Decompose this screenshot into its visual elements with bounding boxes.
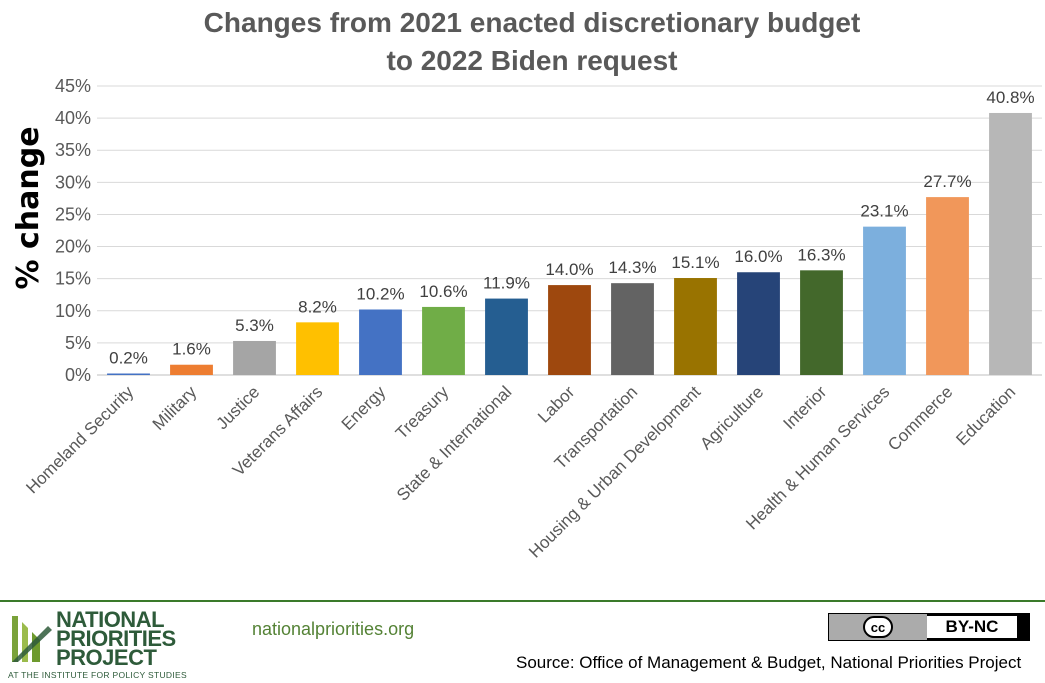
data-label: 1.6% — [172, 340, 211, 359]
cc-icon: cc — [863, 616, 893, 638]
data-label: 23.1% — [860, 202, 908, 221]
y-tick-label: 15% — [55, 269, 91, 289]
bar-chart: Changes from 2021 enacted discretionary … — [11, 7, 1042, 562]
category-label: State & International — [393, 382, 515, 504]
data-label: 27.7% — [923, 172, 971, 191]
y-tick-label: 30% — [55, 172, 91, 192]
footer-divider — [0, 600, 1045, 602]
bar — [170, 364, 213, 375]
y-tick-labels: 0% 5% 10% 15% 20% 25% 30% 35% 40% 45% — [55, 76, 91, 385]
y-tick-label: 20% — [55, 237, 91, 257]
y-tick-label: 5% — [65, 333, 91, 353]
y-tick-label: 25% — [55, 204, 91, 224]
bar — [737, 272, 780, 375]
cc-left-panel: cc — [829, 614, 927, 640]
category-label: Labor — [534, 382, 578, 426]
bars — [107, 112, 1032, 376]
bar — [863, 226, 906, 375]
y-tick-label: 0% — [65, 365, 91, 385]
data-labels: 0.2% 1.6% 5.3% 8.2% 10.2% 10.6% 11.9% 14.0% 14.3… — [109, 88, 1034, 368]
logo-line-2: PRIORITIES — [56, 626, 176, 651]
category-label: Justice — [212, 382, 263, 433]
bar — [422, 306, 465, 375]
category-labels: Homeland Security Military JusticeVeterans… — [22, 382, 1019, 562]
chart-title-line-1: Changes from 2021 enacted discretionary … — [204, 7, 861, 38]
y-tick-label: 10% — [55, 301, 91, 321]
logo-line-1: NATIONAL — [56, 607, 165, 632]
y-tick-label: 35% — [55, 140, 91, 160]
category-label: Military — [149, 382, 201, 434]
data-label: 16.3% — [797, 245, 845, 264]
bar — [359, 309, 402, 375]
bar — [674, 278, 717, 375]
bar — [800, 270, 843, 375]
data-label: 14.0% — [545, 260, 593, 279]
y-axis-label: % change — [11, 126, 46, 289]
bar — [926, 197, 969, 375]
data-label: 10.2% — [356, 284, 404, 303]
category-label: Interior — [779, 382, 830, 433]
category-label: Treasury — [392, 382, 453, 443]
npp-logo[interactable]: NATIONAL PRIORITIES PROJECT AT THE INSTI… — [8, 607, 218, 681]
category-label: Commerce — [884, 382, 956, 454]
bar — [107, 373, 150, 375]
website-link[interactable]: nationalpriorities.org — [252, 619, 415, 639]
y-tick-label: 40% — [55, 108, 91, 128]
bar — [485, 298, 528, 375]
bar — [989, 112, 1032, 376]
data-label: 10.6% — [419, 282, 467, 301]
category-label: Agriculture — [696, 382, 767, 453]
logo-subtitle: AT THE INSTITUTE FOR POLICY STUDIES — [8, 670, 187, 680]
data-label: 5.3% — [235, 316, 274, 335]
bar — [611, 283, 654, 375]
leaf-icon — [12, 616, 52, 662]
category-label: Energy — [338, 382, 390, 434]
data-label: 15.1% — [671, 253, 719, 272]
chart-title-line-2: to 2022 Biden request — [387, 45, 678, 76]
cc-license-badge[interactable]: cc BY-NC — [828, 613, 1030, 641]
data-label: 11.9% — [483, 274, 530, 293]
bar — [548, 285, 591, 375]
cc-license-text: BY-NC — [927, 616, 1017, 638]
logo-line-3: PROJECT — [56, 645, 157, 670]
data-label: 16.0% — [734, 247, 782, 266]
data-label: 0.2% — [109, 349, 148, 368]
logo-wordmark: NATIONAL PRIORITIES PROJECT — [56, 607, 176, 670]
bar — [296, 322, 339, 375]
y-tick-label: 45% — [55, 76, 91, 96]
category-label: Homeland Security — [22, 382, 137, 497]
data-label: 8.2% — [298, 297, 337, 316]
bar — [233, 340, 276, 375]
data-label: 40.8% — [986, 88, 1034, 107]
data-label: 14.3% — [608, 258, 656, 277]
source-note: Source: Office of Management & Budget, N… — [516, 653, 1022, 672]
category-label: Education — [952, 382, 1019, 449]
